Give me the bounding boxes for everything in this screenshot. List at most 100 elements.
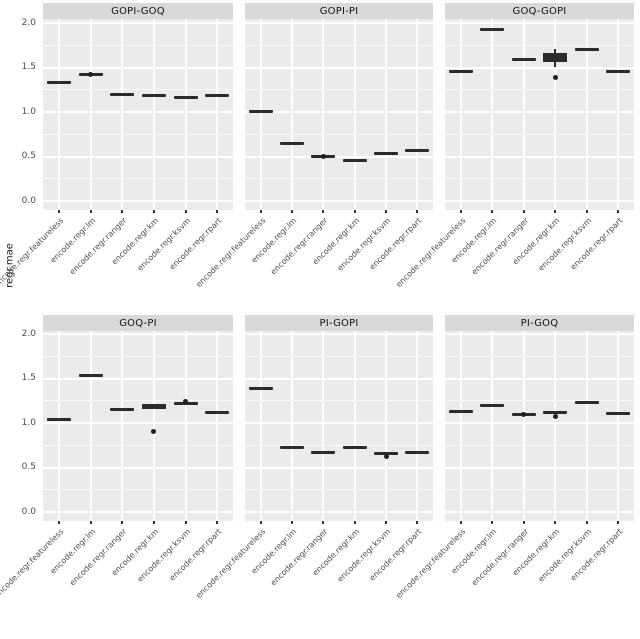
h-gridline-minor bbox=[245, 133, 433, 135]
outlier-dot bbox=[552, 74, 558, 80]
h-gridline-minor bbox=[245, 89, 433, 91]
x-axis-tick bbox=[385, 521, 387, 524]
v-gridline bbox=[89, 19, 92, 210]
v-gridline bbox=[216, 19, 219, 210]
h-gridline-minor bbox=[445, 89, 634, 91]
h-gridline-major bbox=[245, 333, 433, 335]
x-axis-tick bbox=[57, 521, 60, 524]
h-gridline-major bbox=[245, 22, 433, 24]
v-gridline bbox=[554, 19, 557, 210]
h-gridline-major bbox=[445, 466, 634, 469]
x-axis-tick bbox=[216, 210, 219, 213]
v-gridline bbox=[522, 19, 525, 210]
facet-strip-label: GOPI-GOQ bbox=[111, 5, 165, 17]
v-gridline bbox=[259, 19, 262, 210]
boxplot-median bbox=[405, 148, 430, 152]
outlier-dot bbox=[521, 412, 527, 418]
boxplot-median bbox=[448, 409, 473, 413]
x-axis-tick bbox=[416, 521, 419, 524]
h-gridline-major bbox=[245, 155, 433, 158]
h-gridline-minor bbox=[445, 44, 634, 46]
facet-strip-label: PI-GOPI bbox=[319, 317, 359, 329]
h-gridline-major bbox=[245, 422, 433, 424]
facet-strip: GOQ-PI bbox=[43, 315, 233, 331]
boxplot-median bbox=[141, 405, 166, 409]
h-gridline-major bbox=[245, 200, 433, 202]
v-gridline bbox=[152, 331, 155, 521]
h-gridline-major bbox=[43, 466, 233, 469]
v-gridline bbox=[385, 19, 387, 210]
x-axis-tick bbox=[617, 521, 620, 524]
facet-panel bbox=[445, 331, 634, 521]
facet-panel bbox=[245, 331, 433, 521]
v-gridline bbox=[259, 331, 262, 521]
x-axis-tick bbox=[184, 521, 187, 524]
boxplot-median bbox=[342, 446, 367, 450]
v-gridline bbox=[385, 331, 387, 521]
facet-panel bbox=[445, 19, 634, 210]
x-axis-tick bbox=[121, 210, 124, 213]
boxplot-median bbox=[248, 109, 273, 113]
v-gridline bbox=[491, 331, 494, 521]
y-axis-tick-label: 0.0 bbox=[21, 506, 36, 517]
boxplot-median bbox=[543, 410, 568, 414]
v-gridline bbox=[291, 331, 293, 521]
h-gridline-major bbox=[245, 377, 433, 380]
boxplot-median bbox=[606, 69, 631, 73]
h-gridline-minor bbox=[43, 133, 233, 135]
y-axis-tick-label: 1.5 bbox=[21, 62, 36, 72]
h-gridline-minor bbox=[43, 178, 233, 180]
boxplot-median bbox=[78, 374, 103, 378]
v-gridline bbox=[353, 331, 356, 521]
boxplot-median bbox=[405, 450, 430, 454]
h-gridline-minor bbox=[43, 355, 233, 357]
h-gridline-minor bbox=[245, 44, 433, 46]
x-axis-tick bbox=[459, 210, 462, 213]
x-axis-tick bbox=[617, 210, 620, 213]
x-axis-tick bbox=[491, 521, 494, 524]
v-gridline bbox=[121, 331, 124, 521]
h-gridline-major bbox=[43, 155, 233, 158]
facet-panel bbox=[43, 19, 233, 210]
v-gridline bbox=[522, 331, 525, 521]
v-gridline bbox=[57, 19, 60, 210]
v-gridline bbox=[184, 19, 187, 210]
h-gridline-minor bbox=[445, 489, 634, 491]
h-gridline-major bbox=[245, 466, 433, 469]
v-gridline bbox=[459, 19, 462, 210]
h-gridline-major bbox=[445, 377, 634, 380]
x-axis-tick bbox=[522, 521, 525, 524]
y-axis-tick-label: 0.0 bbox=[21, 195, 36, 206]
h-gridline-minor bbox=[245, 489, 433, 491]
v-gridline bbox=[353, 19, 356, 210]
h-gridline-minor bbox=[445, 444, 634, 446]
v-gridline bbox=[617, 19, 620, 210]
boxplot-median bbox=[374, 152, 398, 156]
h-gridline-major bbox=[43, 511, 233, 513]
v-gridline bbox=[216, 331, 219, 521]
x-axis-tick bbox=[152, 210, 155, 213]
x-axis-tick bbox=[459, 521, 462, 524]
h-gridline-major bbox=[43, 377, 233, 380]
outlier-dot bbox=[320, 154, 326, 159]
v-gridline bbox=[416, 19, 419, 210]
facet-strip-label: GOQ-GOPI bbox=[512, 5, 567, 17]
boxplot-median bbox=[374, 451, 398, 455]
x-axis-tick bbox=[216, 521, 219, 524]
h-gridline-minor bbox=[43, 89, 233, 91]
x-axis-tick bbox=[585, 210, 588, 213]
h-gridline-minor bbox=[43, 400, 233, 402]
facet-strip-label: GOQ-PI bbox=[119, 317, 157, 329]
boxplot-median bbox=[110, 408, 135, 412]
h-gridline-minor bbox=[445, 178, 634, 180]
outlier-dot bbox=[383, 454, 389, 460]
h-gridline-major bbox=[445, 111, 634, 113]
outlier-dot bbox=[552, 414, 558, 420]
boxplot-median bbox=[141, 94, 166, 98]
h-gridline-major bbox=[43, 422, 233, 424]
x-axis-tick bbox=[353, 210, 356, 213]
h-gridline-major bbox=[43, 333, 233, 335]
facet-strip: GOPI-PI bbox=[245, 3, 433, 19]
h-gridline-major bbox=[43, 200, 233, 202]
v-gridline bbox=[617, 331, 620, 521]
